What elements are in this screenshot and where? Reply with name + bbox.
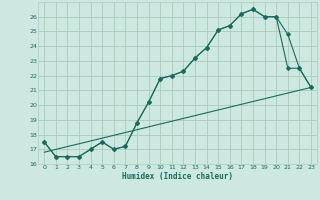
- X-axis label: Humidex (Indice chaleur): Humidex (Indice chaleur): [122, 172, 233, 181]
